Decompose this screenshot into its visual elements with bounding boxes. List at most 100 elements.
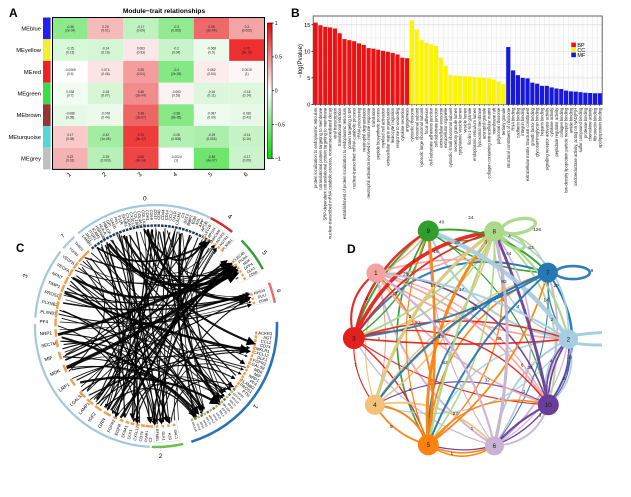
- svg-text:(0.5): (0.5): [208, 50, 215, 54]
- svg-text:viral transcription: viral transcription: [332, 107, 337, 139]
- svg-text:ITGB1: ITGB1: [87, 229, 98, 242]
- svg-text:azurophil granule: azurophil granule: [482, 107, 487, 139]
- svg-text:cytoplasmic vesicle lumen: cytoplasmic vesicle lumen: [458, 107, 463, 155]
- svg-text:collagen-containing extracellu: collagen-containing extracellular matrix: [487, 108, 492, 179]
- svg-text:CCL2: CCL2: [260, 339, 272, 346]
- svg-text:RPL7A: RPL7A: [205, 416, 213, 426]
- svg-text:6: 6: [409, 387, 412, 393]
- svg-text:cytosolic large ribosomal subu: cytosolic large ribosomal subunit: [419, 107, 424, 167]
- svg-text:JAG1: JAG1: [84, 231, 94, 243]
- svg-text:PILRA: PILRA: [238, 254, 249, 264]
- svg-text:heparin binding: heparin binding: [539, 107, 544, 136]
- svg-text:chemokine activity: chemokine activity: [588, 107, 593, 141]
- svg-text:(0.01): (0.01): [137, 72, 145, 76]
- svg-text:4: 4: [226, 213, 233, 221]
- svg-text:EFNA1: EFNA1: [120, 424, 129, 439]
- svg-text:(0.16): (0.16): [101, 50, 109, 54]
- svg-text:0.0019: 0.0019: [242, 68, 252, 72]
- svg-text:C: C: [16, 243, 24, 255]
- svg-text:AXL: AXL: [194, 216, 202, 226]
- svg-text:3: 3: [137, 171, 144, 178]
- svg-text:0: 0: [275, 89, 278, 95]
- svg-text:cytosolic small ribosomal subu: cytosolic small ribosomal subunit: [448, 107, 453, 167]
- svg-text:-0.2: -0.2: [173, 47, 179, 51]
- svg-text:7: 7: [354, 362, 357, 368]
- svg-text:(0.46): (0.46): [101, 72, 109, 76]
- svg-text:peptidase regulator activity: peptidase regulator activity: [554, 107, 559, 157]
- svg-text:MEred: MEred: [24, 70, 41, 76]
- svg-text:24: 24: [468, 215, 474, 221]
- svg-text:82: 82: [501, 279, 507, 285]
- svg-text:5: 5: [208, 171, 215, 178]
- svg-text:-0.29: -0.29: [102, 155, 109, 159]
- svg-text:CMKLR1: CMKLR1: [253, 345, 271, 354]
- svg-text:CD44: CD44: [160, 209, 166, 220]
- svg-text:-0.078: -0.078: [101, 112, 110, 116]
- svg-text:-0.0069: -0.0069: [65, 68, 76, 72]
- svg-text:-0.0024: -0.0024: [171, 155, 182, 159]
- svg-text:DPP4: DPP4: [244, 262, 254, 271]
- svg-text:EFNB1: EFNB1: [155, 429, 159, 441]
- svg-text:cadherin binding: cadherin binding: [515, 107, 520, 138]
- svg-text:(0.004): (0.004): [206, 137, 216, 141]
- svg-text:(2e-05): (2e-05): [171, 72, 181, 76]
- svg-text:(3e-09): (3e-09): [206, 29, 216, 33]
- svg-text:cytokine activity: cytokine activity: [549, 107, 554, 137]
- svg-text:BP: BP: [577, 43, 585, 49]
- svg-text:MDK: MDK: [253, 367, 264, 375]
- svg-text:(0.16): (0.16): [243, 137, 251, 141]
- svg-text:3: 3: [22, 273, 30, 279]
- svg-text:RPS2: RPS2: [199, 421, 206, 430]
- svg-text:cotranslational protein target: cotranslational protein targeting to mem…: [318, 107, 323, 190]
- svg-text:3: 3: [352, 335, 356, 342]
- svg-text:glycosaminoglycan binding: glycosaminoglycan binding: [535, 107, 540, 157]
- svg-text:NRCAM: NRCAM: [210, 229, 221, 242]
- svg-text:2: 2: [366, 296, 369, 302]
- svg-text:11: 11: [472, 306, 477, 312]
- svg-text:F11R: F11R: [117, 215, 125, 226]
- svg-text:B2M: B2M: [190, 215, 197, 224]
- svg-text:nuclear-transcribed mRNA catab: nuclear-transcribed mRNA catabolic proce…: [328, 107, 333, 239]
- svg-text:-0.14: -0.14: [102, 47, 109, 51]
- svg-text:CCL2: CCL2: [167, 209, 173, 221]
- svg-text:-0.14: -0.14: [243, 133, 250, 137]
- svg-text:2: 2: [567, 336, 571, 343]
- svg-text:establishment of protein local: establishment of protein localization to…: [342, 107, 347, 219]
- svg-text:(0.01): (0.01): [101, 29, 109, 33]
- svg-text:NRP1: NRP1: [248, 373, 261, 383]
- svg-text:IGF2: IGF2: [87, 411, 97, 423]
- svg-text:amide binding: amide binding: [568, 107, 573, 133]
- svg-text:ACKR3: ACKR3: [258, 330, 273, 336]
- svg-text:lysosomal membrane: lysosomal membrane: [477, 107, 482, 147]
- svg-text:RPS12: RPS12: [231, 396, 241, 405]
- svg-text:MIF: MIF: [44, 355, 54, 363]
- svg-text:APP: APP: [197, 218, 205, 228]
- svg-text:structural constituent of ribo: structural constituent of ribosome: [506, 107, 511, 168]
- svg-text:0.062: 0.062: [208, 68, 216, 72]
- svg-text:1: 1: [450, 451, 453, 457]
- svg-text:52: 52: [415, 320, 421, 326]
- svg-text:HBEGF: HBEGF: [101, 221, 112, 236]
- svg-text:CDH1: CDH1: [145, 210, 151, 222]
- svg-text:COL4A1: COL4A1: [136, 210, 143, 227]
- svg-text:MDK: MDK: [49, 368, 62, 378]
- svg-text:(5e-17): (5e-17): [136, 137, 146, 141]
- svg-text:MF: MF: [577, 53, 585, 59]
- svg-text:2: 2: [551, 317, 554, 323]
- svg-text:GAS6: GAS6: [109, 218, 118, 230]
- svg-text:integrin binding: integrin binding: [520, 107, 525, 135]
- svg-text:leukocyte migration: leukocyte migration: [390, 107, 395, 143]
- svg-text:36: 36: [527, 365, 533, 371]
- svg-text:sulfur compound binding: sulfur compound binding: [578, 107, 583, 152]
- svg-text:RPL8: RPL8: [195, 423, 202, 431]
- svg-text:extracellular matrix organizat: extracellular matrix organization: [385, 107, 390, 166]
- svg-text:2: 2: [409, 314, 412, 320]
- svg-text:(0.44): (0.44): [101, 115, 109, 119]
- svg-text:CALR: CALR: [171, 211, 178, 222]
- svg-text:-0.15: -0.15: [243, 90, 250, 94]
- svg-text:-0.4: -0.4: [173, 68, 179, 72]
- svg-text:-0.18: -0.18: [102, 90, 109, 94]
- svg-text:extracellular organelle: extracellular organelle: [443, 107, 448, 148]
- svg-text:6: 6: [493, 443, 497, 450]
- svg-text:-0.28: -0.28: [173, 133, 180, 137]
